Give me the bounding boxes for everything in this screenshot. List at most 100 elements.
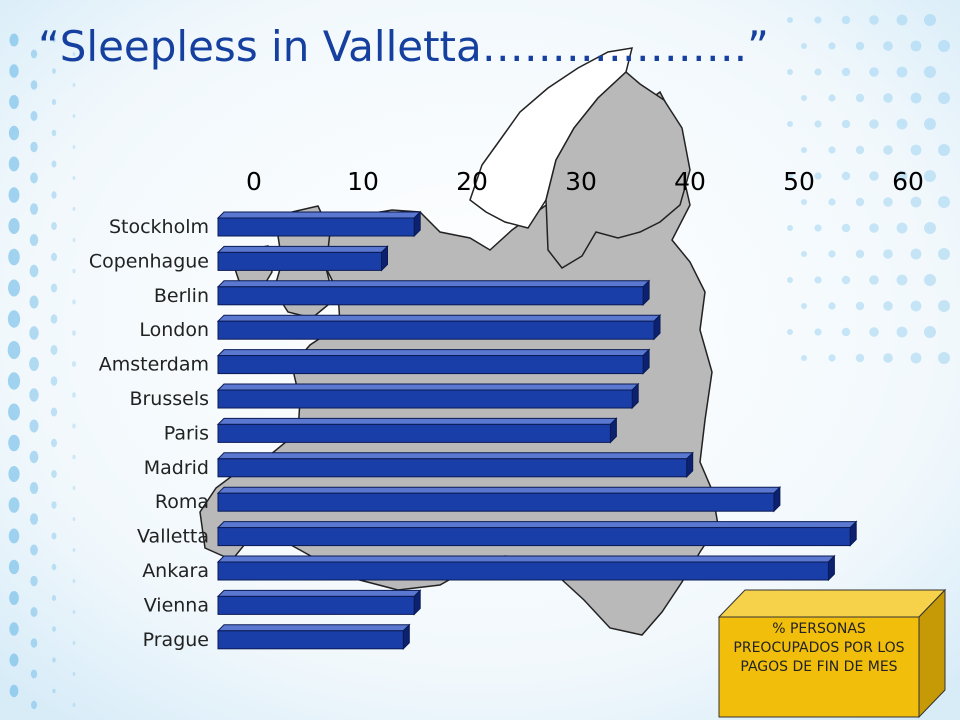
decorative-dot <box>72 238 76 242</box>
bar <box>216 623 411 651</box>
decorative-dot <box>8 528 20 544</box>
decorative-dot <box>29 388 39 402</box>
decorative-dots-left <box>7 33 77 710</box>
decorative-dot <box>72 423 76 429</box>
decorative-dot <box>787 225 793 231</box>
decorative-dot <box>29 295 39 309</box>
bar <box>216 417 618 444</box>
decorative-dot <box>29 234 39 246</box>
decorative-dot <box>924 118 936 130</box>
bar <box>216 520 858 547</box>
decorative-dot <box>910 92 922 104</box>
decorative-dot <box>9 653 19 667</box>
slide-title: “Sleepless in Valletta……………….” <box>38 22 769 71</box>
bar-front-face <box>217 423 611 443</box>
bar-front-face <box>217 320 655 340</box>
decorative-dot <box>8 156 20 172</box>
bar <box>216 589 422 616</box>
bar-front-face <box>217 561 829 581</box>
decorative-dot <box>814 16 822 24</box>
decorative-dot <box>8 497 20 513</box>
decorative-dot <box>924 170 936 182</box>
decorative-dot <box>828 302 836 310</box>
decorative-dot <box>51 129 57 137</box>
decorative-dot <box>7 310 21 328</box>
category-label: Stockholm <box>109 216 209 238</box>
decorative-dot <box>72 703 76 707</box>
decorative-dot <box>72 454 76 460</box>
decorative-dot <box>883 301 893 311</box>
decorative-dot <box>72 672 76 676</box>
category-label: Madrid <box>144 457 209 479</box>
x-tick-label: 0 <box>246 167 262 196</box>
decorative-dot <box>855 353 865 363</box>
decorative-dot <box>8 403 20 421</box>
bar-front-face <box>217 458 688 478</box>
decorative-dot <box>896 118 908 130</box>
decorative-dot <box>51 222 57 230</box>
bars <box>216 210 858 651</box>
decorative-dot <box>801 355 807 361</box>
bar-front-face <box>217 389 633 409</box>
decorative-dot <box>855 301 865 311</box>
decorative-dot <box>72 392 76 398</box>
decorative-dot <box>9 622 19 636</box>
decorative-dot <box>841 275 851 285</box>
decorative-dot <box>869 67 879 77</box>
decorative-dot <box>883 145 893 155</box>
decorative-dot <box>841 171 851 181</box>
decorative-dot <box>938 92 950 104</box>
decorative-dot <box>869 275 879 285</box>
decorative-dot <box>9 591 19 605</box>
category-label: Amsterdam <box>99 354 209 376</box>
decorative-dot <box>869 119 879 129</box>
decorative-dot <box>72 517 76 521</box>
decorative-dot <box>828 146 836 154</box>
category-label: Ankara <box>142 560 209 582</box>
category-label: Vienna <box>144 594 209 616</box>
decorative-dot <box>31 700 37 710</box>
decorative-dot <box>30 141 38 153</box>
decorative-dot <box>52 626 56 632</box>
decorative-dot <box>29 203 39 215</box>
decorative-dot <box>828 198 836 206</box>
decorative-dot <box>801 199 807 205</box>
decorative-dot <box>8 466 20 482</box>
decorative-dot <box>855 41 865 51</box>
decorative-dot <box>869 223 879 233</box>
decorative-dot <box>801 95 807 101</box>
decorative-dot <box>71 361 77 367</box>
decorative-dot <box>787 173 793 179</box>
decorative-dot <box>924 66 936 78</box>
decorative-dot <box>841 67 851 77</box>
decorative-dot <box>883 93 893 103</box>
decorative-dot <box>787 121 793 127</box>
decorative-dot <box>896 222 908 234</box>
decorative-dot <box>52 68 56 74</box>
category-label: Valletta <box>137 526 209 548</box>
decorative-dot <box>29 326 39 340</box>
decorative-dot <box>72 145 76 149</box>
decorative-dot <box>29 513 39 525</box>
category-label: Copenhague <box>89 250 209 272</box>
decorative-dot <box>30 172 38 184</box>
bar <box>216 279 651 307</box>
decorative-dot <box>72 548 76 552</box>
bar-front-face <box>217 595 415 615</box>
decorative-dot <box>883 249 893 259</box>
decorative-dot <box>30 49 38 59</box>
decorative-dot <box>29 419 39 433</box>
decorative-dot <box>8 187 20 203</box>
decorative-dot <box>72 83 76 87</box>
decorative-dot <box>938 40 950 52</box>
decorative-dot <box>910 248 922 260</box>
decorative-dot <box>30 638 38 648</box>
decorative-dot <box>30 80 38 90</box>
decorative-dot <box>883 197 893 207</box>
decorative-dot <box>855 249 865 259</box>
decorative-dot <box>8 279 20 297</box>
decorative-dot <box>814 276 822 284</box>
decorative-dot <box>924 274 936 286</box>
